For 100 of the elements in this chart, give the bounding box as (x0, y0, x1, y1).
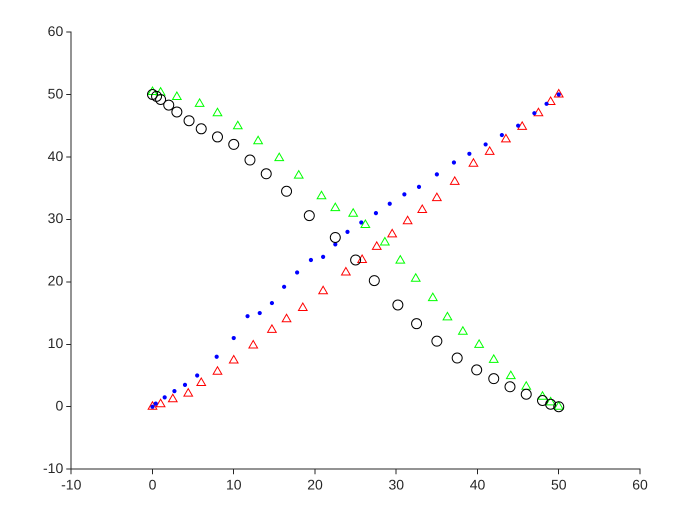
point (392, 299, 404, 310)
point (168, 394, 178, 402)
x-tick-label: -10 (61, 476, 82, 492)
point (431, 336, 442, 347)
point (196, 123, 207, 134)
point (411, 318, 422, 330)
point (501, 134, 511, 142)
point (554, 88, 564, 98)
point (416, 184, 422, 189)
point (182, 382, 188, 387)
point (154, 402, 158, 406)
point (452, 160, 456, 165)
point (434, 172, 439, 177)
point (372, 241, 382, 250)
point (516, 124, 520, 128)
point (295, 270, 300, 275)
point (345, 230, 350, 234)
point (148, 86, 158, 95)
point (374, 211, 378, 216)
point (274, 152, 284, 162)
point (270, 300, 274, 306)
point (532, 111, 536, 116)
point (468, 158, 478, 167)
y-tick-label: 0 (55, 398, 64, 414)
point (212, 108, 222, 116)
point (172, 389, 177, 394)
point (298, 302, 308, 312)
x-tick-label: 40 (470, 476, 486, 492)
point (212, 131, 223, 142)
point (244, 154, 256, 166)
point (534, 108, 544, 116)
point (395, 255, 406, 264)
y-tick-label: 60 (48, 22, 64, 39)
point (520, 388, 532, 400)
point (162, 395, 167, 400)
point (148, 401, 158, 410)
point (402, 216, 412, 224)
point (504, 381, 516, 392)
point (359, 220, 364, 225)
point (357, 254, 367, 263)
point (368, 275, 380, 286)
point (294, 170, 304, 179)
point (260, 168, 272, 180)
point (388, 202, 392, 206)
x-tick-label: 30 (388, 476, 404, 492)
point (156, 87, 166, 96)
point (214, 354, 219, 359)
point (195, 373, 200, 378)
point (228, 355, 239, 364)
point (538, 391, 548, 400)
point (228, 138, 240, 150)
point (517, 121, 528, 130)
point (554, 401, 564, 410)
point (308, 258, 314, 262)
point (316, 190, 326, 200)
point (196, 378, 206, 386)
y-tick-label: 50 (48, 85, 64, 102)
point (521, 381, 532, 390)
point (387, 228, 398, 238)
point (450, 176, 460, 185)
point (163, 100, 174, 111)
point (245, 314, 250, 318)
point (380, 236, 390, 246)
point (467, 152, 472, 156)
point (330, 202, 340, 212)
point (348, 208, 358, 217)
point (155, 94, 166, 105)
point (248, 340, 258, 349)
point (281, 186, 292, 197)
point (432, 192, 442, 202)
point (471, 364, 482, 376)
point (333, 242, 338, 246)
point (488, 354, 499, 363)
point (171, 106, 182, 118)
point (156, 398, 166, 408)
x-tick-label: 50 (550, 476, 567, 492)
y-tick-label: 40 (48, 148, 64, 164)
point (452, 352, 463, 364)
point (484, 146, 495, 155)
point (304, 210, 315, 222)
point (553, 401, 564, 412)
point (184, 115, 195, 126)
point (212, 366, 222, 375)
point (350, 254, 362, 266)
point (253, 136, 263, 144)
point (282, 314, 292, 322)
point (318, 286, 328, 294)
point (536, 394, 548, 406)
point (232, 120, 243, 130)
point (484, 142, 488, 147)
point (183, 388, 194, 397)
point (194, 98, 204, 107)
point (442, 312, 452, 320)
point (500, 132, 504, 138)
point (428, 292, 438, 302)
y-tick-label: -10 (43, 460, 64, 476)
point (410, 273, 421, 282)
point (258, 310, 262, 316)
point (341, 266, 351, 276)
point (232, 336, 236, 340)
